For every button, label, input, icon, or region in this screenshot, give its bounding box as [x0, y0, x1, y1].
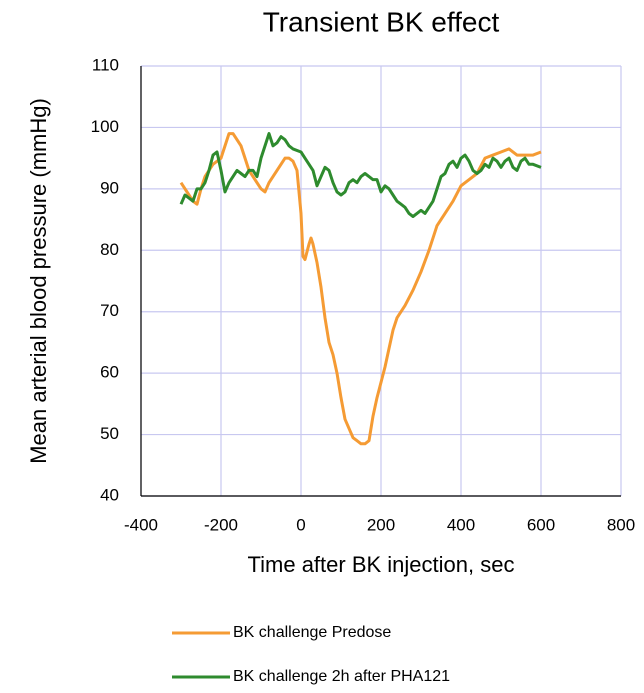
y-tick-label: 50: [100, 424, 119, 443]
x-tick-label: 400: [447, 515, 475, 534]
data-line: [179, 132, 542, 446]
y-tick-label: 80: [100, 240, 119, 259]
y-tick-label: 110: [92, 55, 119, 74]
legend-label: BK challenge 2h after PHA121: [233, 668, 450, 685]
x-axis-label: Time after BK injection, sec: [248, 552, 515, 577]
x-tick-label: -400: [124, 515, 158, 534]
x-tick-label: 200: [367, 515, 395, 534]
y-tick-label: 40: [100, 485, 119, 504]
y-tick-label: 90: [100, 178, 119, 197]
y-tick-label: 100: [91, 117, 119, 136]
y-axis-label: Mean arterial blood pressure (mmHg): [26, 98, 51, 464]
x-tick-label: -200: [204, 515, 238, 534]
y-tick-label: 70: [100, 301, 119, 320]
y-tick-label: 60: [100, 363, 119, 382]
x-tick-label: 600: [527, 515, 555, 534]
x-tick-label: 0: [296, 515, 305, 534]
chart-title: Transient BK effect: [263, 6, 500, 37]
data-line: [179, 132, 542, 218]
x-tick-label: 800: [607, 515, 635, 534]
legend-label: BK challenge Predose: [233, 624, 391, 641]
